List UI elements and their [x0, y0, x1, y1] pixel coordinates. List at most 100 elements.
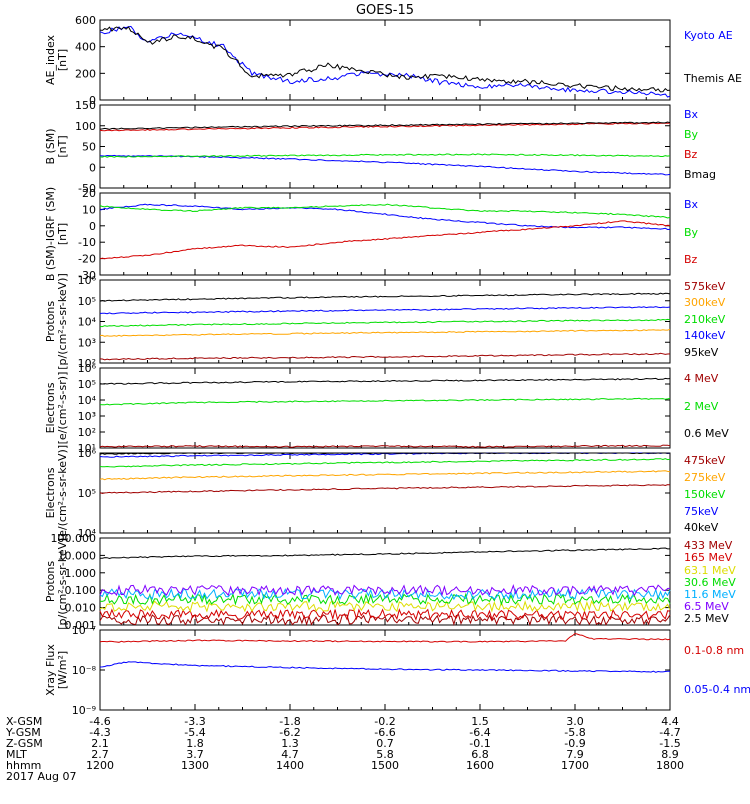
footer-value: 3.0 — [566, 715, 584, 728]
y-tick-label: 10⁵ — [78, 487, 96, 500]
legend-label: 4 MeV — [684, 372, 719, 385]
y-tick-label: 10⁵ — [78, 378, 96, 391]
footer-value: 1700 — [561, 759, 589, 772]
y-tick-label: -50 — [78, 182, 96, 195]
y-tick-label: 10¹ — [78, 442, 96, 455]
series-line — [99, 328, 671, 337]
panel-3: -30 -20 -10 0 10 20 B (SM)-IGRF (SM)[nT] Bx By Bz — [44, 187, 699, 282]
legend-label: 30.6 MeV — [684, 576, 736, 589]
footer-value: -6.6 — [374, 726, 395, 739]
series-line — [99, 121, 671, 130]
y-tick-label: 10⁴ — [78, 316, 97, 329]
footer-value: -1.8 — [279, 715, 300, 728]
series-line — [99, 592, 671, 606]
legend-label: Kyoto AE — [684, 29, 733, 42]
legend-label: 0.1-0.8 nm — [684, 644, 744, 657]
footer-value: 1500 — [371, 759, 399, 772]
series-line — [99, 122, 671, 132]
y-tick-label: 10⁶ — [78, 447, 97, 460]
footer-row-label: X-GSM — [6, 715, 42, 728]
footer-value: 1800 — [656, 759, 684, 772]
legend-label: 140keV — [684, 329, 726, 342]
y-axis-label: AE_index[nT] — [44, 34, 69, 85]
legend-label: 95keV — [684, 346, 719, 359]
y-tick-label: 10² — [78, 357, 96, 370]
series-line — [99, 444, 671, 448]
y-tick-label: 10⁴ — [78, 394, 97, 407]
legend-label: By — [684, 128, 699, 141]
y-tick-label: 10⁻⁹ — [72, 704, 96, 717]
series-line — [99, 608, 671, 621]
y-tick-label: 100 — [75, 120, 96, 133]
footer-value: 5.8 — [376, 748, 394, 761]
footer-row-label: MLT — [6, 748, 27, 761]
footer-value: 3.7 — [186, 748, 204, 761]
panel-5: 10¹ 10² 10³ 10⁴ 10⁵ 10⁶ Electrons[e/(cm²-s-sr)… — [44, 362, 729, 455]
y-axis-label: Electrons[e/(cm²-s-sr)] — [44, 372, 69, 445]
footer-value: -0.2 — [374, 715, 395, 728]
legend-label: Bx — [684, 108, 699, 121]
legend-label: 40keV — [684, 521, 719, 534]
footer-value: 2.7 — [91, 748, 109, 761]
footer-value: -1.5 — [659, 737, 680, 750]
footer-value: 4.4 — [661, 715, 679, 728]
footer-value: -6.4 — [469, 726, 490, 739]
series-line — [99, 318, 671, 328]
y-tick-label: 10.000 — [58, 549, 97, 562]
footer-value: 0.7 — [376, 737, 394, 750]
series-line — [99, 26, 671, 93]
y-axis-label: B (SM)-IGRF (SM)[nT] — [44, 187, 69, 281]
y-tick-label: 100.000 — [51, 532, 97, 545]
y-tick-label: 200 — [75, 67, 96, 80]
series-line — [99, 458, 671, 468]
y-axis-label: Electrons[e/(cm²-s-sr-keV)] — [44, 445, 69, 541]
legend-label: 0.05-0.4 nm — [684, 683, 750, 696]
footer-value: 6.8 — [471, 748, 489, 761]
y-tick-label: 1.000 — [65, 567, 97, 580]
y-tick-label: 0.001 — [65, 619, 97, 632]
series-line — [99, 377, 671, 385]
footer-value: -3.3 — [184, 715, 205, 728]
legend-label: Themis AE — [683, 72, 742, 85]
series-line — [99, 587, 671, 601]
y-tick-label: 10⁵ — [78, 295, 96, 308]
panel-4: 10² 10³ 10⁴ 10⁵ 10⁶ Protons[p/(cm²-s-sr-keV)]… — [44, 273, 726, 370]
footer-value: -4.7 — [659, 726, 680, 739]
y-tick-label: 20 — [82, 187, 96, 200]
series-line — [99, 632, 671, 643]
legend-label: Bx — [684, 198, 699, 211]
series-line — [99, 661, 670, 673]
y-tick-label: 0.100 — [65, 584, 97, 597]
y-axis-label: Protons[p/(cm²-s-sr-keV)] — [44, 533, 69, 630]
y-tick-label: 50 — [82, 141, 96, 154]
legend-label: 0.6 MeV — [684, 427, 729, 440]
y-tick-label: 10 — [82, 203, 96, 216]
footer-value: -6.2 — [279, 726, 300, 739]
legend-label: 6.5 MeV — [684, 600, 729, 613]
footer-value: 4.7 — [281, 748, 299, 761]
legend-label: 2.5 MeV — [684, 612, 729, 625]
y-tick-label: 0 — [89, 220, 96, 233]
panel-6: 10⁴ 10⁵ 10⁶ Electrons[e/(cm²-s-sr-keV)] 475k… — [44, 445, 726, 541]
series-line — [99, 154, 671, 176]
footer-row-label: Y-GSM — [5, 726, 41, 739]
footer-value: -5.4 — [184, 726, 205, 739]
plot-title: GOES-15 — [356, 3, 414, 18]
y-axis-label: Xray Flux[W/m²] — [44, 644, 69, 696]
footer-value: 7.9 — [566, 748, 584, 761]
panel-1: 0 200 400 600 AE_index[nT] Kyoto AE Themis AE — [44, 14, 742, 107]
panel-frame — [99, 629, 671, 711]
legend-label: 475keV — [684, 454, 726, 467]
y-tick-label: 10⁻⁷ — [72, 624, 96, 637]
y-tick-label: 150 — [75, 99, 96, 112]
y-tick-label: 10⁻⁸ — [72, 664, 97, 677]
y-tick-label: 10² — [78, 426, 96, 439]
series-line — [99, 470, 671, 481]
legend-label: By — [684, 226, 699, 239]
footer-value: -0.9 — [564, 737, 585, 750]
legend-label: 63.1 MeV — [684, 564, 736, 577]
y-tick-label: 10⁶ — [78, 274, 97, 287]
footer-row-label: hhmm — [6, 759, 41, 772]
